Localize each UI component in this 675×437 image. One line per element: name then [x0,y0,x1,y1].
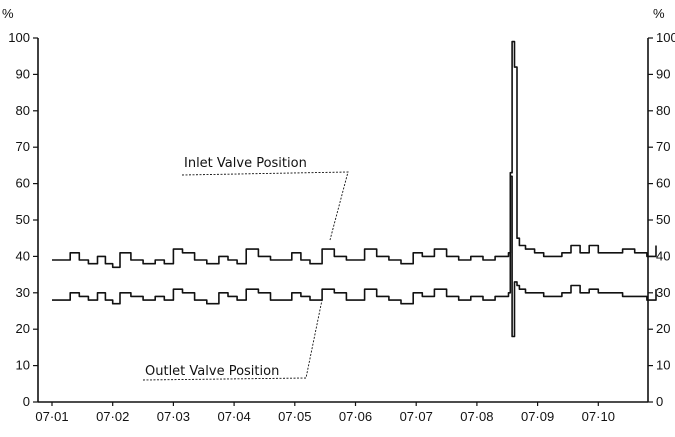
right-y-tick-label: 10 [656,358,670,373]
left-y-tick-label: 50 [16,212,30,227]
right-y-tick-label: 20 [656,321,670,336]
inlet-valve-series-line [52,40,657,269]
series-layer [52,40,657,338]
x-tick-label: 07·04 [217,409,250,424]
x-tick-label: 07·02 [96,409,129,424]
left-y-tick-label: 100 [8,30,30,45]
axes: % % 0 0 10 10 20 20 30 30 40 40 50 50 60 60 70 70 80 80 90 90… [2,6,675,424]
x-tick-label: 07·06 [339,409,372,424]
right-y-tick-label: 0 [656,394,663,409]
left-y-tick-label: 70 [16,139,30,154]
x-tick-label: 07·09 [521,409,554,424]
right-y-tick-label: 60 [656,176,670,191]
left-y-tick-label: 20 [16,321,30,336]
outlet-annotation-label: Outlet Valve Position [145,364,279,379]
inlet-annotation-label: Inlet Valve Position [184,156,307,171]
right-y-tick-label: 70 [656,139,670,154]
right-y-tick-label: 30 [656,285,670,300]
x-tick-label: 07·05 [278,409,311,424]
left-y-tick-label: 90 [16,66,30,81]
annotations: Inlet Valve Position Outlet Valve Positi… [142,156,349,381]
right-unit-label: % [653,6,665,21]
outlet-valve-series-line [52,175,657,338]
right-y-tick-label: 90 [656,66,670,81]
x-tick-label: 07·10 [582,409,615,424]
left-y-tick-label: 40 [16,248,30,263]
left-y-tick-label: 60 [16,176,30,191]
right-y-tick-label: 50 [656,212,670,227]
right-y-tick-label: 100 [656,30,675,45]
x-tick-label: 07·03 [157,409,190,424]
left-y-tick-label: 80 [16,103,30,118]
right-y-tick-label: 40 [656,248,670,263]
left-y-tick-label: 30 [16,285,30,300]
left-unit-label: % [2,6,14,21]
inlet-leader-line [181,171,349,241]
x-tick-label: 07·07 [400,409,433,424]
left-y-tick-label: 0 [23,394,30,409]
outlet-leader-line [142,299,323,381]
right-y-tick-label: 80 [656,103,670,118]
x-tick-label: 07·08 [460,409,493,424]
left-y-tick-label: 10 [16,358,30,373]
x-tick-label: 07·01 [35,409,68,424]
